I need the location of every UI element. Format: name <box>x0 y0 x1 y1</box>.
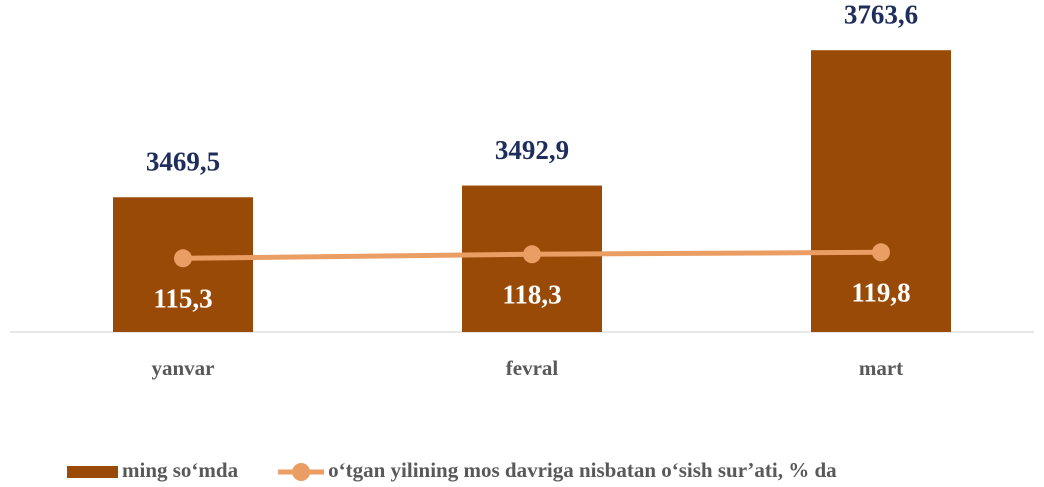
line-point <box>523 245 541 264</box>
legend-label: o‘tgan yilining mos davriga nisbatan o‘s… <box>328 458 837 482</box>
bar-value-label: 3763,6 <box>844 0 918 29</box>
bar-value-label: 3492,9 <box>495 135 569 165</box>
line-point <box>174 249 192 268</box>
x-tick-label: yanvar <box>152 356 215 380</box>
legend-swatch <box>67 466 118 478</box>
line-point <box>872 243 890 262</box>
x-tick-label: fevral <box>506 356 559 380</box>
line-value-label: 118,3 <box>502 279 561 309</box>
x-tick-label: mart <box>859 356 903 380</box>
bar <box>811 50 951 332</box>
legend-swatch-marker <box>292 463 311 481</box>
line-value-label: 115,3 <box>153 283 212 313</box>
line-value-label: 119,8 <box>851 277 910 307</box>
legend-label: ming so‘mda <box>122 458 239 482</box>
bar-value-label: 3469,5 <box>146 146 220 176</box>
